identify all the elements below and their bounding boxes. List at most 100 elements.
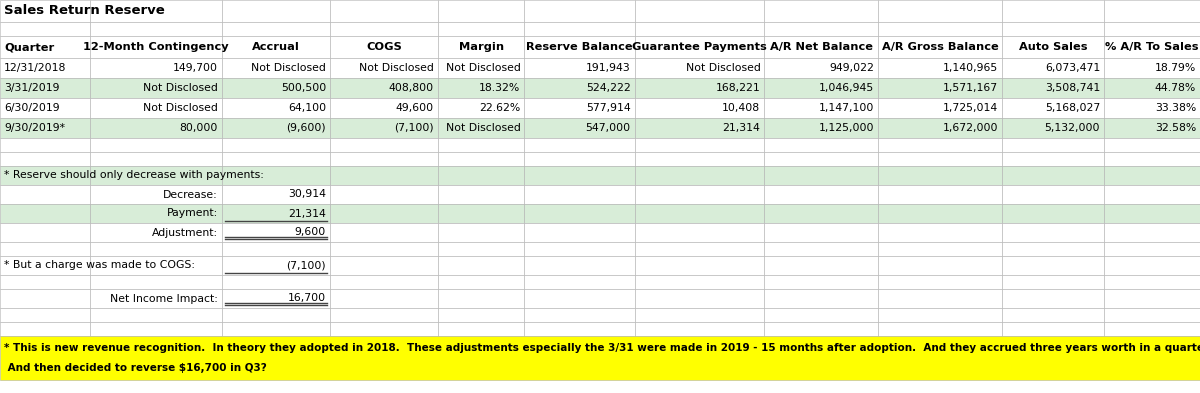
Bar: [764, 256, 878, 275]
Bar: [878, 256, 1002, 275]
Bar: [330, 152, 438, 166]
Bar: [0, 98, 90, 118]
Bar: [438, 98, 524, 118]
Bar: [330, 138, 438, 152]
Bar: [878, 308, 1002, 322]
Bar: [330, 98, 438, 118]
Bar: [764, 275, 878, 289]
Text: 149,700: 149,700: [173, 63, 218, 73]
Bar: [0, 322, 90, 336]
Text: 408,800: 408,800: [389, 83, 434, 93]
Bar: [878, 223, 1002, 242]
Text: 21,314: 21,314: [722, 123, 761, 133]
Bar: [764, 152, 878, 166]
Bar: [635, 256, 764, 275]
Bar: [0, 185, 90, 204]
Text: 33.38%: 33.38%: [1154, 103, 1196, 113]
Bar: [1002, 0, 1104, 22]
Bar: [222, 58, 330, 78]
Text: * This is new revenue recognition.  In theory they adopted in 2018.  These adjus: * This is new revenue recognition. In th…: [4, 343, 1200, 353]
Text: 5,168,027: 5,168,027: [1045, 103, 1100, 113]
Bar: [524, 78, 635, 98]
Bar: [764, 204, 878, 223]
Text: 577,914: 577,914: [586, 103, 631, 113]
Text: 64,100: 64,100: [288, 103, 326, 113]
Bar: [1104, 242, 1200, 256]
Bar: [635, 185, 764, 204]
Bar: [0, 22, 90, 36]
Bar: [90, 256, 222, 275]
Bar: [635, 152, 764, 166]
Text: 5,132,000: 5,132,000: [1044, 123, 1100, 133]
Bar: [438, 242, 524, 256]
Text: 191,943: 191,943: [586, 63, 631, 73]
Bar: [1104, 118, 1200, 138]
Bar: [330, 275, 438, 289]
Text: 6,073,471: 6,073,471: [1045, 63, 1100, 73]
Text: Margin: Margin: [458, 42, 504, 52]
Text: * But a charge was made to COGS:: * But a charge was made to COGS:: [4, 261, 194, 270]
Text: 6/30/2019: 6/30/2019: [4, 103, 60, 113]
Bar: [635, 118, 764, 138]
Bar: [438, 152, 524, 166]
Bar: [1104, 308, 1200, 322]
Bar: [635, 223, 764, 242]
Text: Reserve Balance: Reserve Balance: [527, 42, 632, 52]
Bar: [764, 118, 878, 138]
Bar: [878, 242, 1002, 256]
Bar: [1104, 98, 1200, 118]
Bar: [438, 322, 524, 336]
Text: % A/R To Sales: % A/R To Sales: [1105, 42, 1199, 52]
Bar: [438, 308, 524, 322]
Bar: [1002, 185, 1104, 204]
Bar: [1104, 0, 1200, 22]
Bar: [1002, 98, 1104, 118]
Bar: [878, 22, 1002, 36]
Bar: [90, 36, 222, 58]
Bar: [764, 138, 878, 152]
Bar: [0, 256, 90, 275]
Bar: [1104, 256, 1200, 275]
Bar: [222, 152, 330, 166]
Bar: [524, 204, 635, 223]
Bar: [878, 152, 1002, 166]
Text: 500,500: 500,500: [281, 83, 326, 93]
Bar: [764, 322, 878, 336]
Bar: [524, 22, 635, 36]
Text: Adjustment:: Adjustment:: [152, 228, 218, 237]
Bar: [438, 166, 524, 185]
Bar: [0, 275, 90, 289]
Bar: [222, 223, 330, 242]
Bar: [878, 289, 1002, 308]
Bar: [0, 0, 90, 22]
Bar: [878, 78, 1002, 98]
Text: 44.78%: 44.78%: [1154, 83, 1196, 93]
Bar: [1104, 322, 1200, 336]
Bar: [764, 0, 878, 22]
Text: Quarter: Quarter: [4, 42, 54, 52]
Bar: [1104, 223, 1200, 242]
Bar: [0, 166, 90, 185]
Bar: [222, 185, 330, 204]
Bar: [878, 118, 1002, 138]
Bar: [878, 138, 1002, 152]
Bar: [635, 58, 764, 78]
Bar: [330, 256, 438, 275]
Bar: [438, 289, 524, 308]
Bar: [1002, 152, 1104, 166]
Bar: [635, 22, 764, 36]
Bar: [878, 275, 1002, 289]
Text: 3,508,741: 3,508,741: [1045, 83, 1100, 93]
Bar: [1002, 58, 1104, 78]
Bar: [222, 275, 330, 289]
Bar: [1002, 242, 1104, 256]
Bar: [1104, 36, 1200, 58]
Bar: [222, 308, 330, 322]
Bar: [1002, 223, 1104, 242]
Bar: [438, 256, 524, 275]
Bar: [1002, 256, 1104, 275]
Text: And then decided to reverse $16,700 in Q3?: And then decided to reverse $16,700 in Q…: [4, 363, 266, 373]
Text: 547,000: 547,000: [586, 123, 631, 133]
Bar: [1002, 322, 1104, 336]
Bar: [438, 0, 524, 22]
